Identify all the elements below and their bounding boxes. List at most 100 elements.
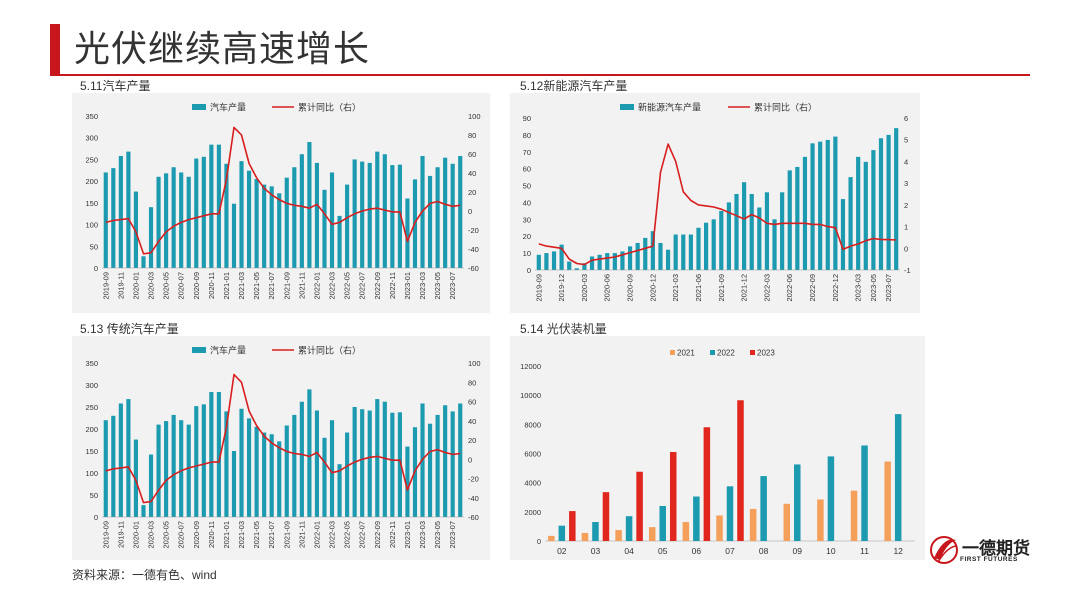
- chart-512-panel: 新能源汽车产量 累计同比（右） 0 10 20 30 40 50 60 70 80 90 -1 0 1 2 3 4…: [510, 93, 920, 313]
- bar-series: [548, 400, 902, 541]
- bar-2020-05: [164, 173, 169, 268]
- y-right-tick: 5: [904, 136, 908, 145]
- bar-2020-07: [179, 172, 184, 268]
- x-tick-label: 2020-09: [192, 521, 201, 549]
- legend-swatch-2021: [670, 350, 675, 355]
- x-tick-label: 2022-11: [388, 521, 397, 548]
- bar-2020-06: [605, 253, 610, 270]
- x-tick-label: 2022-01: [312, 521, 321, 549]
- y-right-tick: 4: [904, 157, 908, 166]
- x-tick-label: 2022-03: [328, 272, 337, 300]
- y-left-tick: 150: [85, 199, 98, 208]
- bar-2023-07: [886, 134, 891, 270]
- bar-2020-11: [643, 237, 648, 270]
- x-tick-label: 10: [826, 546, 836, 556]
- legend-bar-swatch: [620, 104, 634, 110]
- x-tick-label: 09: [793, 546, 803, 556]
- bar-2022-05: [659, 506, 666, 541]
- bar-2020-08: [620, 251, 625, 270]
- bar-2022-11: [390, 165, 395, 268]
- bar-2022-10: [382, 154, 387, 268]
- legend: 汽车产量 累计同比（右）: [192, 345, 361, 356]
- bar-2021-10: [726, 202, 731, 270]
- bar-2021-02: [231, 451, 237, 517]
- y-tick: 2000: [524, 508, 541, 517]
- x-tick-label: 2019-12: [557, 274, 566, 302]
- bar-2022-10: [382, 401, 387, 517]
- bar-2020-04: [589, 256, 595, 270]
- y-right-tick: -60: [468, 264, 479, 273]
- bar-2021-08: [277, 193, 282, 268]
- y-tick: 12000: [520, 362, 541, 371]
- bar-2021-07: [269, 186, 274, 268]
- c512-svg: 新能源汽车产量 累计同比（右） 0 10 20 30 40 50 60 70 80 90 -1 0 1 2 3 4…: [523, 102, 911, 302]
- legend: 新能源汽车产量 累计同比（右）: [620, 102, 817, 113]
- bar-2020-01: [133, 439, 139, 517]
- x-tick-label: 2020-03: [580, 274, 589, 302]
- bar-2023-01: [405, 446, 410, 517]
- bar-2020-12: [216, 392, 221, 517]
- x-tick-label: 2021-11: [297, 272, 306, 299]
- y-left-tick: 20: [523, 232, 531, 241]
- bar-2019-09: [103, 420, 108, 517]
- x-tick-label: 2023-01: [403, 521, 412, 549]
- bar-2021-03: [239, 161, 244, 268]
- bar-2020-02: [574, 268, 579, 270]
- bar-2022-02: [558, 525, 566, 541]
- y-right-tick: 6: [904, 114, 908, 123]
- y-right-tick: -20: [468, 226, 479, 235]
- legend-swatch-2023: [750, 350, 755, 355]
- bar-2023-04: [427, 175, 433, 268]
- y-right-tick: 1: [904, 223, 908, 232]
- bar-2021-06: [262, 184, 267, 268]
- bar-2021-06: [682, 522, 690, 541]
- bar-2021-10: [292, 167, 297, 268]
- x-tick-label: 2022-03: [762, 274, 771, 302]
- y-left-tick: 100: [85, 221, 98, 230]
- bar-2020-11: [209, 392, 214, 517]
- bar-2023-08: [458, 403, 463, 517]
- bar-2023-06: [443, 405, 448, 517]
- bar-2022-12: [894, 414, 902, 541]
- bar-2022-09: [810, 143, 815, 270]
- x-tick-label: 2023-07: [448, 521, 457, 549]
- bar-2023-07: [450, 411, 455, 517]
- bar-2023-02: [569, 511, 576, 541]
- x-tick-label: 2020-01: [131, 272, 140, 300]
- x-tick-label: 2023-07: [884, 274, 893, 302]
- x-tick-label: 2022-03: [328, 521, 337, 549]
- bar-2022-05: [345, 432, 350, 517]
- y-left-tick: 90: [523, 114, 531, 123]
- bar-2022-10: [818, 141, 823, 270]
- y-left-tick: 0: [94, 513, 98, 522]
- y-right-tick: 20: [468, 436, 476, 445]
- bar-2022-12: [397, 164, 402, 268]
- bar-2022-04: [337, 215, 342, 268]
- y-left-tick: 300: [85, 381, 98, 390]
- bar-2020-06: [171, 167, 176, 268]
- bar-2019-10: [111, 415, 116, 517]
- bar-2021-05: [648, 527, 656, 541]
- legend-swatch-2022: [710, 350, 715, 355]
- x-tick-label: 2019-09: [101, 521, 110, 549]
- brand-logo: 一德期货 FIRST FUTURES: [930, 532, 1040, 572]
- bar-2020-12: [216, 144, 221, 268]
- x-tick-label: 2022-09: [808, 274, 817, 302]
- bar-2020-09: [194, 158, 199, 268]
- y-right-tick: 100: [468, 112, 481, 121]
- bar-2019-09: [103, 172, 108, 268]
- y-left-tick: 60: [523, 165, 531, 174]
- x-tick-label: 2019-11: [116, 521, 125, 548]
- bar-2022-01: [314, 410, 320, 517]
- bar-2021-10: [292, 414, 297, 517]
- bar-2023-05: [435, 167, 440, 268]
- chart-514-panel: 2021 2022 2023 0 2000 4000 6000 8000 10000 12000 0…: [510, 336, 925, 560]
- legend-label-2021: 2021: [677, 349, 695, 358]
- bar-2022-12: [833, 136, 838, 270]
- x-tick-label: 2023-03: [418, 521, 427, 549]
- y-left-tick: 0: [94, 264, 98, 273]
- chart-512-label: 5.12新能源汽车产量: [520, 79, 628, 93]
- bar-2021-12: [742, 182, 747, 270]
- bar-2020-05: [597, 254, 602, 270]
- bar-2022-02: [322, 189, 327, 268]
